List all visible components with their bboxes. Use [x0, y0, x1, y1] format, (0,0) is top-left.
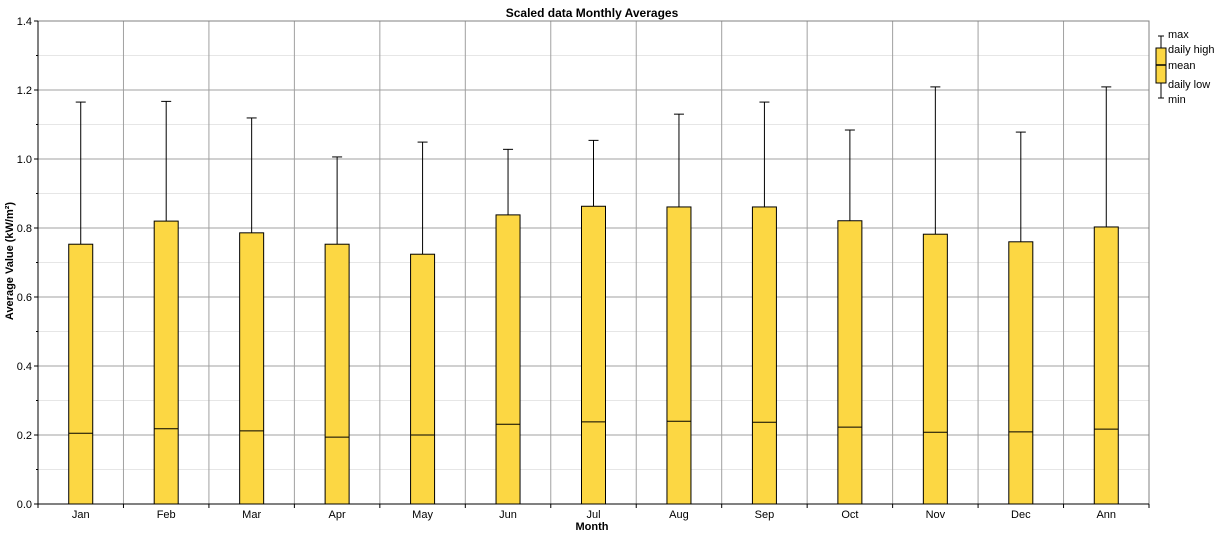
box-aug: Aug	[666, 113, 692, 521]
legend-label-daily-high: daily high	[1168, 44, 1214, 56]
box-jan: Jan	[68, 101, 94, 521]
x-tick-label: Jan	[72, 509, 90, 521]
box-feb: Feb	[153, 100, 179, 521]
y-tick-label: 1.2	[17, 85, 32, 97]
legend-label-min: min	[1168, 94, 1186, 106]
legend-label-mean: mean	[1168, 60, 1196, 72]
x-tick-label: Aug	[669, 509, 689, 521]
x-tick-label: Oct	[841, 509, 858, 521]
y-tick-label: 0.6	[17, 292, 32, 304]
box-rect	[153, 220, 179, 505]
box-rect	[751, 206, 777, 505]
y-axis-title: Average Value (kW/m²)	[4, 202, 16, 321]
box-nov: Nov	[922, 86, 948, 521]
legend-label-daily-low: daily low	[1168, 79, 1210, 91]
x-tick-label: Apr	[329, 509, 346, 521]
x-axis-title: Month	[576, 521, 609, 533]
x-tick-label: Ann	[1096, 509, 1116, 521]
y-tick-label: 0.2	[17, 430, 32, 442]
box-rect	[837, 220, 863, 505]
box-may: May	[410, 141, 436, 521]
x-tick-label: Feb	[157, 509, 176, 521]
box-rect	[922, 233, 948, 505]
box-rect	[495, 214, 521, 505]
legend: max daily high mean daily low min	[1155, 29, 1214, 106]
chart-title: Scaled data Monthly Averages	[506, 6, 679, 20]
axes-layer: 0.0 0.2 0.4 0.6 0.8 1.0 1.2 1.4	[17, 16, 1150, 511]
box-mar: Mar	[239, 117, 265, 521]
box-rect	[581, 205, 606, 505]
box-jun: Jun	[495, 148, 521, 521]
x-tick-label: Mar	[242, 509, 261, 521]
box-oct: Oct	[837, 129, 863, 521]
y-tick-label: 1.0	[17, 154, 32, 166]
x-tick-label: Jul	[586, 509, 600, 521]
y-tick-label: 0.0	[17, 499, 32, 511]
x-tick-label: Dec	[1011, 509, 1031, 521]
box-jul: Jul	[581, 139, 606, 521]
box-apr: Apr	[324, 156, 350, 521]
box-rect	[239, 232, 265, 505]
box-sep: Sep	[751, 101, 777, 521]
x-tick-label: May	[412, 509, 433, 521]
box-dec: Dec	[1008, 131, 1034, 521]
box-rect	[68, 243, 94, 505]
x-tick-label: Nov	[926, 509, 946, 521]
y-tick-label: 1.4	[17, 16, 32, 28]
box-ann: Ann	[1093, 86, 1119, 521]
box-rect	[324, 243, 350, 505]
y-tick-label: 0.8	[17, 223, 32, 235]
box-rect	[410, 253, 436, 505]
x-tick-label: Jun	[499, 509, 517, 521]
y-tick-label: 0.4	[17, 361, 32, 373]
x-tick-label: Sep	[755, 509, 775, 521]
box-rect	[666, 206, 692, 505]
box-rect	[1008, 241, 1034, 505]
box-rect	[1093, 226, 1119, 505]
boxes-layer: Jan Feb Mar Apr May Jun Jul Aug Sep Oct Nov Dec Ann	[68, 86, 1119, 521]
legend-label-max: max	[1168, 29, 1189, 41]
